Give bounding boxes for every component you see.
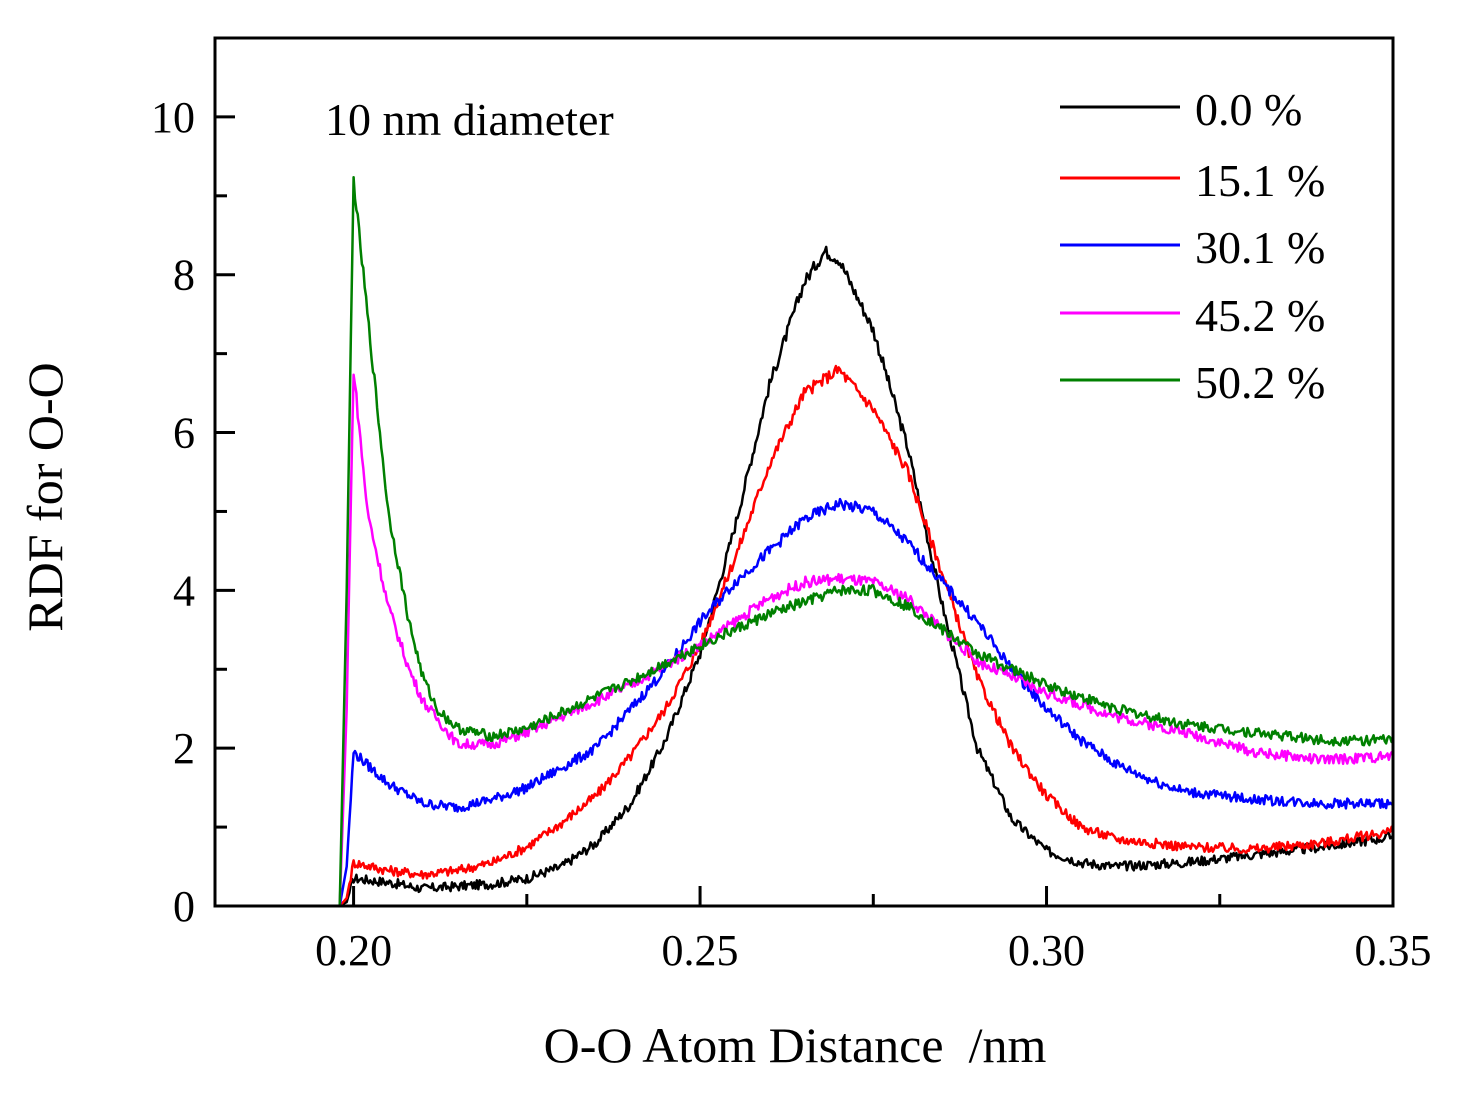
legend-label: 0.0 % xyxy=(1195,84,1302,135)
y-tick-label: 6 xyxy=(173,409,195,458)
legend-label: 30.1 % xyxy=(1195,222,1325,273)
x-tick-label: 0.20 xyxy=(315,926,392,975)
x-tick-label: 0.25 xyxy=(662,926,739,975)
y-tick-label: 10 xyxy=(151,93,195,142)
x-tick-label: 0.35 xyxy=(1355,926,1432,975)
plot-frame xyxy=(213,36,1395,908)
x-tick-label: 0.30 xyxy=(1008,926,1085,975)
legend-label: 45.2 % xyxy=(1195,290,1325,341)
y-axis-label: RDF for O-O xyxy=(17,362,73,631)
series-line-3 xyxy=(215,497,1394,908)
series-line-2 xyxy=(215,364,1395,908)
y-tick-label: 2 xyxy=(173,724,195,773)
y-tick-label: 0 xyxy=(173,882,195,931)
series-line-4 xyxy=(215,373,1395,908)
legend-label: 15.1 % xyxy=(1195,155,1325,206)
series-lines xyxy=(215,175,1395,908)
y-tick-label: 8 xyxy=(173,251,195,300)
x-axis-label: O-O Atom Distance /nm xyxy=(544,1017,1047,1073)
legend-label: 50.2 % xyxy=(1195,357,1325,408)
series-line-5 xyxy=(215,175,1395,908)
legend: 0.0 % 15.1 % 30.1 % 45.2 % 50.2 % xyxy=(1060,84,1325,408)
series-line-1 xyxy=(215,245,1395,908)
axis-ticks: 0 2 4 6 8 10 0.20 0.25 0.30 0.35 xyxy=(151,36,1432,975)
y-tick-label: 4 xyxy=(173,566,195,615)
annotation: 10 nm diameter xyxy=(325,94,614,145)
